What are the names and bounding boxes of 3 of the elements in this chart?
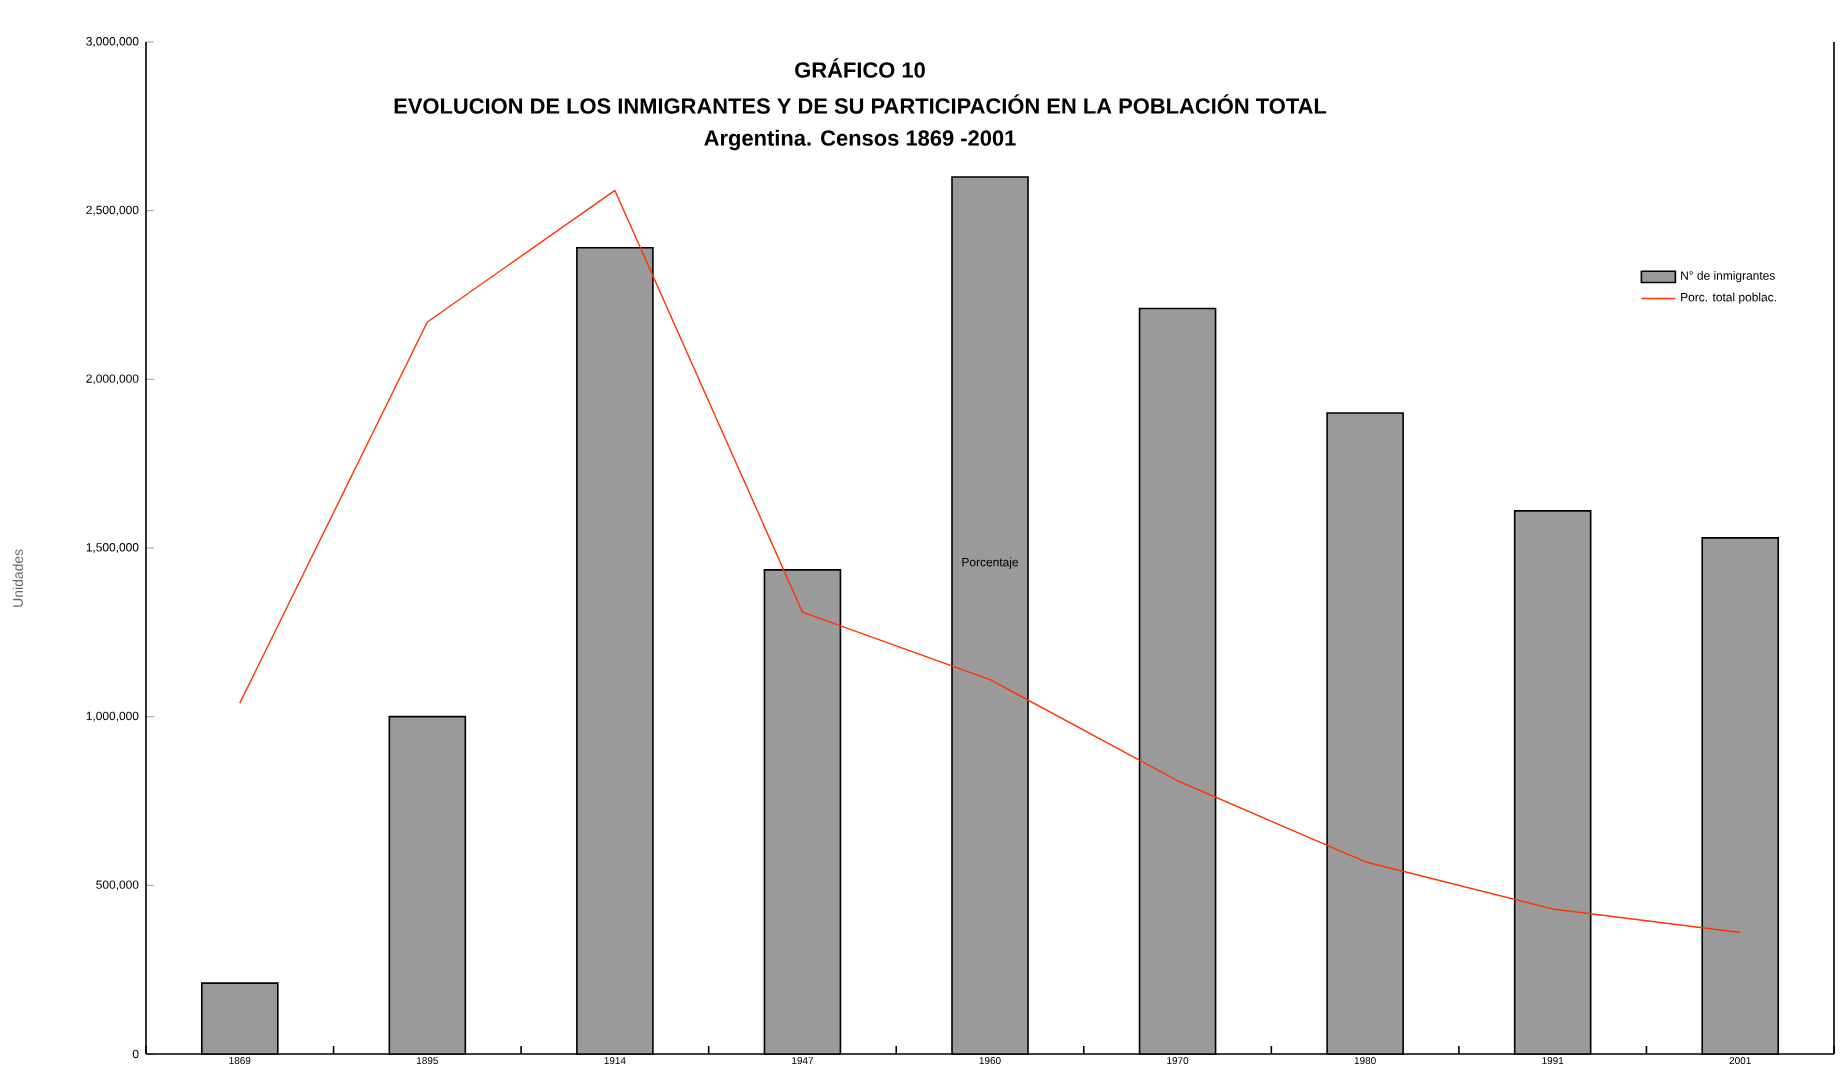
text: GRÁFICO 10 [795, 58, 925, 78]
text: EVOLUCION DE LOS INMIGRANTES Y DE SU PARTICIPACIÓN EN LA POBLACIÓN TOTAL [394, 94, 1327, 114]
annotation: Argentina. Censos 1869 -2001 [704, 129, 1016, 151]
